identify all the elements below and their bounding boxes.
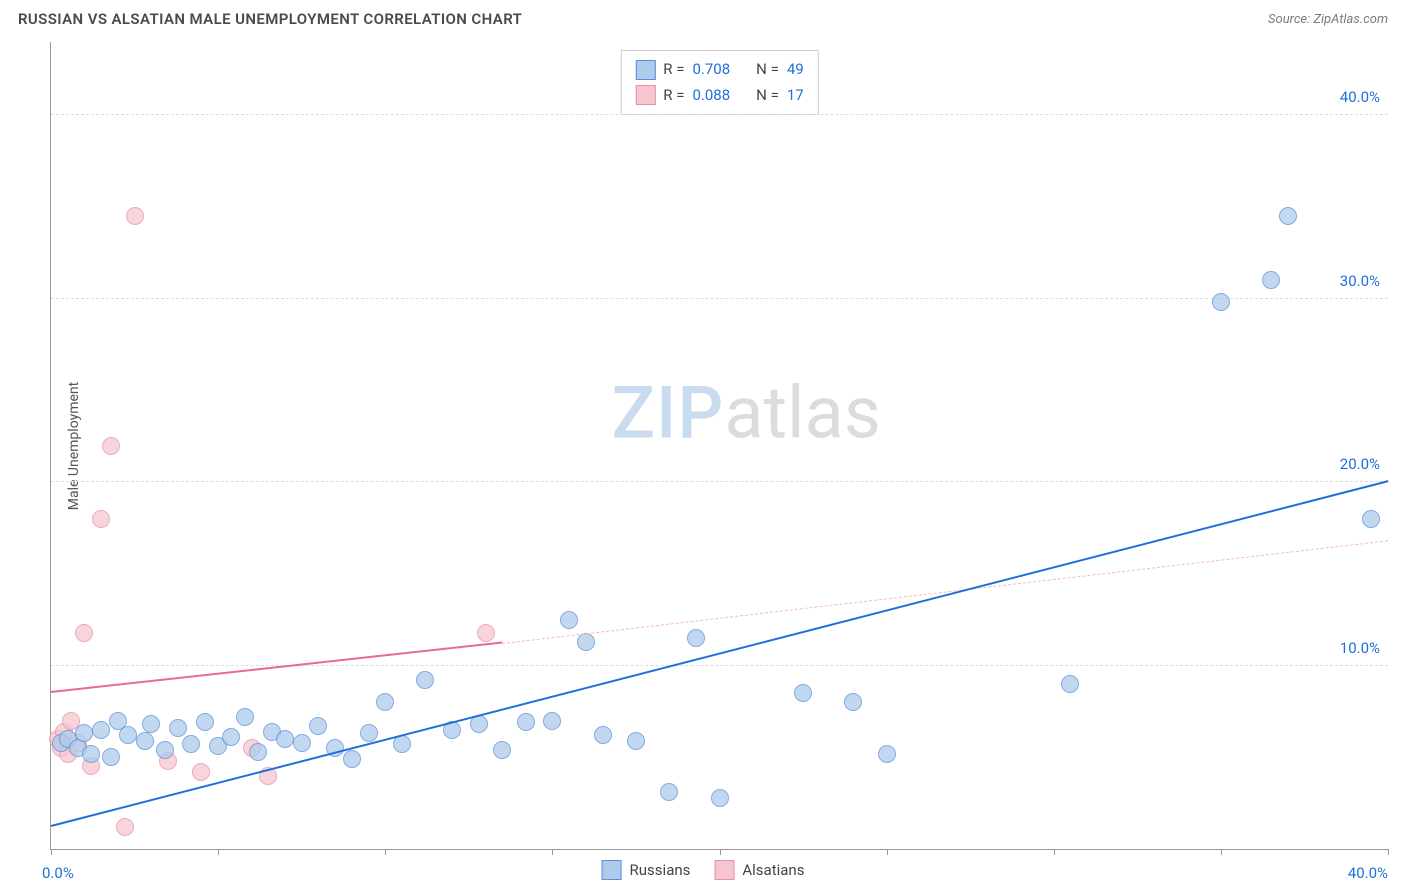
data-point-russian xyxy=(844,693,862,711)
correlation-legend: R = 0.708 N = 49 R = 0.088 N = 17 xyxy=(620,50,818,115)
data-point-russian xyxy=(169,719,187,737)
data-point-russian xyxy=(687,629,705,647)
data-point-russian xyxy=(196,713,214,731)
chart-title: RUSSIAN VS ALSATIAN MALE UNEMPLOYMENT CO… xyxy=(18,10,522,28)
legend-item-alsatians: Alsatians xyxy=(714,860,804,880)
data-point-russian xyxy=(393,735,411,753)
data-point-russian xyxy=(493,741,511,759)
data-point-russian xyxy=(577,633,595,651)
r-value-russians: 0.708 xyxy=(692,57,730,83)
data-point-russian xyxy=(376,693,394,711)
swatch-alsatians xyxy=(635,85,655,105)
x-tick xyxy=(552,849,553,855)
data-point-russian xyxy=(878,745,896,763)
data-point-alsatian xyxy=(126,207,144,225)
series-legend: Russians Alsatians xyxy=(602,860,805,880)
data-point-alsatian xyxy=(116,818,134,836)
data-point-russian xyxy=(594,726,612,744)
data-point-alsatian xyxy=(192,763,210,781)
x-axis-max-label: 40.0% xyxy=(1348,864,1388,882)
data-point-russian xyxy=(543,712,561,730)
gridline xyxy=(51,298,1388,299)
swatch-alsatians-bottom xyxy=(714,860,734,880)
legend-item-russians: Russians xyxy=(602,860,691,880)
data-point-russian xyxy=(92,721,110,739)
scatter-chart: ZIPatlas R = 0.708 N = 49 R = 0.088 N = … xyxy=(50,42,1388,850)
data-point-russian xyxy=(416,671,434,689)
gridline xyxy=(51,481,1388,482)
data-point-russian xyxy=(119,726,137,744)
data-point-russian xyxy=(560,611,578,629)
data-point-russian xyxy=(136,732,154,750)
data-point-russian xyxy=(75,724,93,742)
y-tick-label: 40.0% xyxy=(1340,88,1380,106)
y-tick-label: 30.0% xyxy=(1340,272,1380,290)
data-point-russian xyxy=(1061,675,1079,693)
data-point-russian xyxy=(794,684,812,702)
x-tick xyxy=(51,849,52,855)
data-point-russian xyxy=(293,734,311,752)
x-tick xyxy=(385,849,386,855)
data-point-alsatian xyxy=(477,624,495,642)
x-tick xyxy=(720,849,721,855)
n-value-russians: 49 xyxy=(787,57,804,83)
data-point-russian xyxy=(1279,207,1297,225)
data-point-russian xyxy=(660,783,678,801)
data-point-alsatian xyxy=(75,624,93,642)
data-point-russian xyxy=(711,789,729,807)
legend-row-alsatians: R = 0.088 N = 17 xyxy=(635,83,803,109)
data-point-russian xyxy=(343,750,361,768)
data-point-russian xyxy=(182,735,200,753)
data-point-alsatian xyxy=(92,510,110,528)
x-tick xyxy=(218,849,219,855)
data-point-russian xyxy=(236,708,254,726)
y-tick-label: 10.0% xyxy=(1340,639,1380,657)
data-point-russian xyxy=(222,728,240,746)
watermark: ZIPatlas xyxy=(612,371,881,456)
gridline xyxy=(51,114,1388,115)
x-tick xyxy=(887,849,888,855)
y-tick-label: 20.0% xyxy=(1340,455,1380,473)
data-point-russian xyxy=(249,743,267,761)
trend-line xyxy=(51,480,1388,827)
x-tick xyxy=(1221,849,1222,855)
data-point-russian xyxy=(82,745,100,763)
n-value-alsatians: 17 xyxy=(787,83,804,109)
r-value-alsatians: 0.088 xyxy=(692,83,730,109)
data-point-russian xyxy=(276,730,294,748)
gridline xyxy=(51,665,1388,666)
data-point-russian xyxy=(142,715,160,733)
legend-row-russians: R = 0.708 N = 49 xyxy=(635,57,803,83)
data-point-russian xyxy=(309,717,327,735)
trend-line xyxy=(502,540,1388,644)
trend-line xyxy=(51,642,502,694)
x-tick xyxy=(1054,849,1055,855)
x-axis-min-label: 0.0% xyxy=(42,864,74,882)
data-point-russian xyxy=(627,732,645,750)
data-point-russian xyxy=(156,741,174,759)
data-point-alsatian xyxy=(102,437,120,455)
swatch-russians-bottom xyxy=(602,860,622,880)
data-point-russian xyxy=(102,748,120,766)
data-point-russian xyxy=(360,724,378,742)
swatch-russians xyxy=(635,60,655,80)
source-attribution: Source: ZipAtlas.com xyxy=(1268,12,1388,27)
x-tick xyxy=(1388,849,1389,855)
data-point-russian xyxy=(1212,293,1230,311)
data-point-russian xyxy=(1262,271,1280,289)
data-point-russian xyxy=(1362,510,1380,528)
data-point-russian xyxy=(517,713,535,731)
